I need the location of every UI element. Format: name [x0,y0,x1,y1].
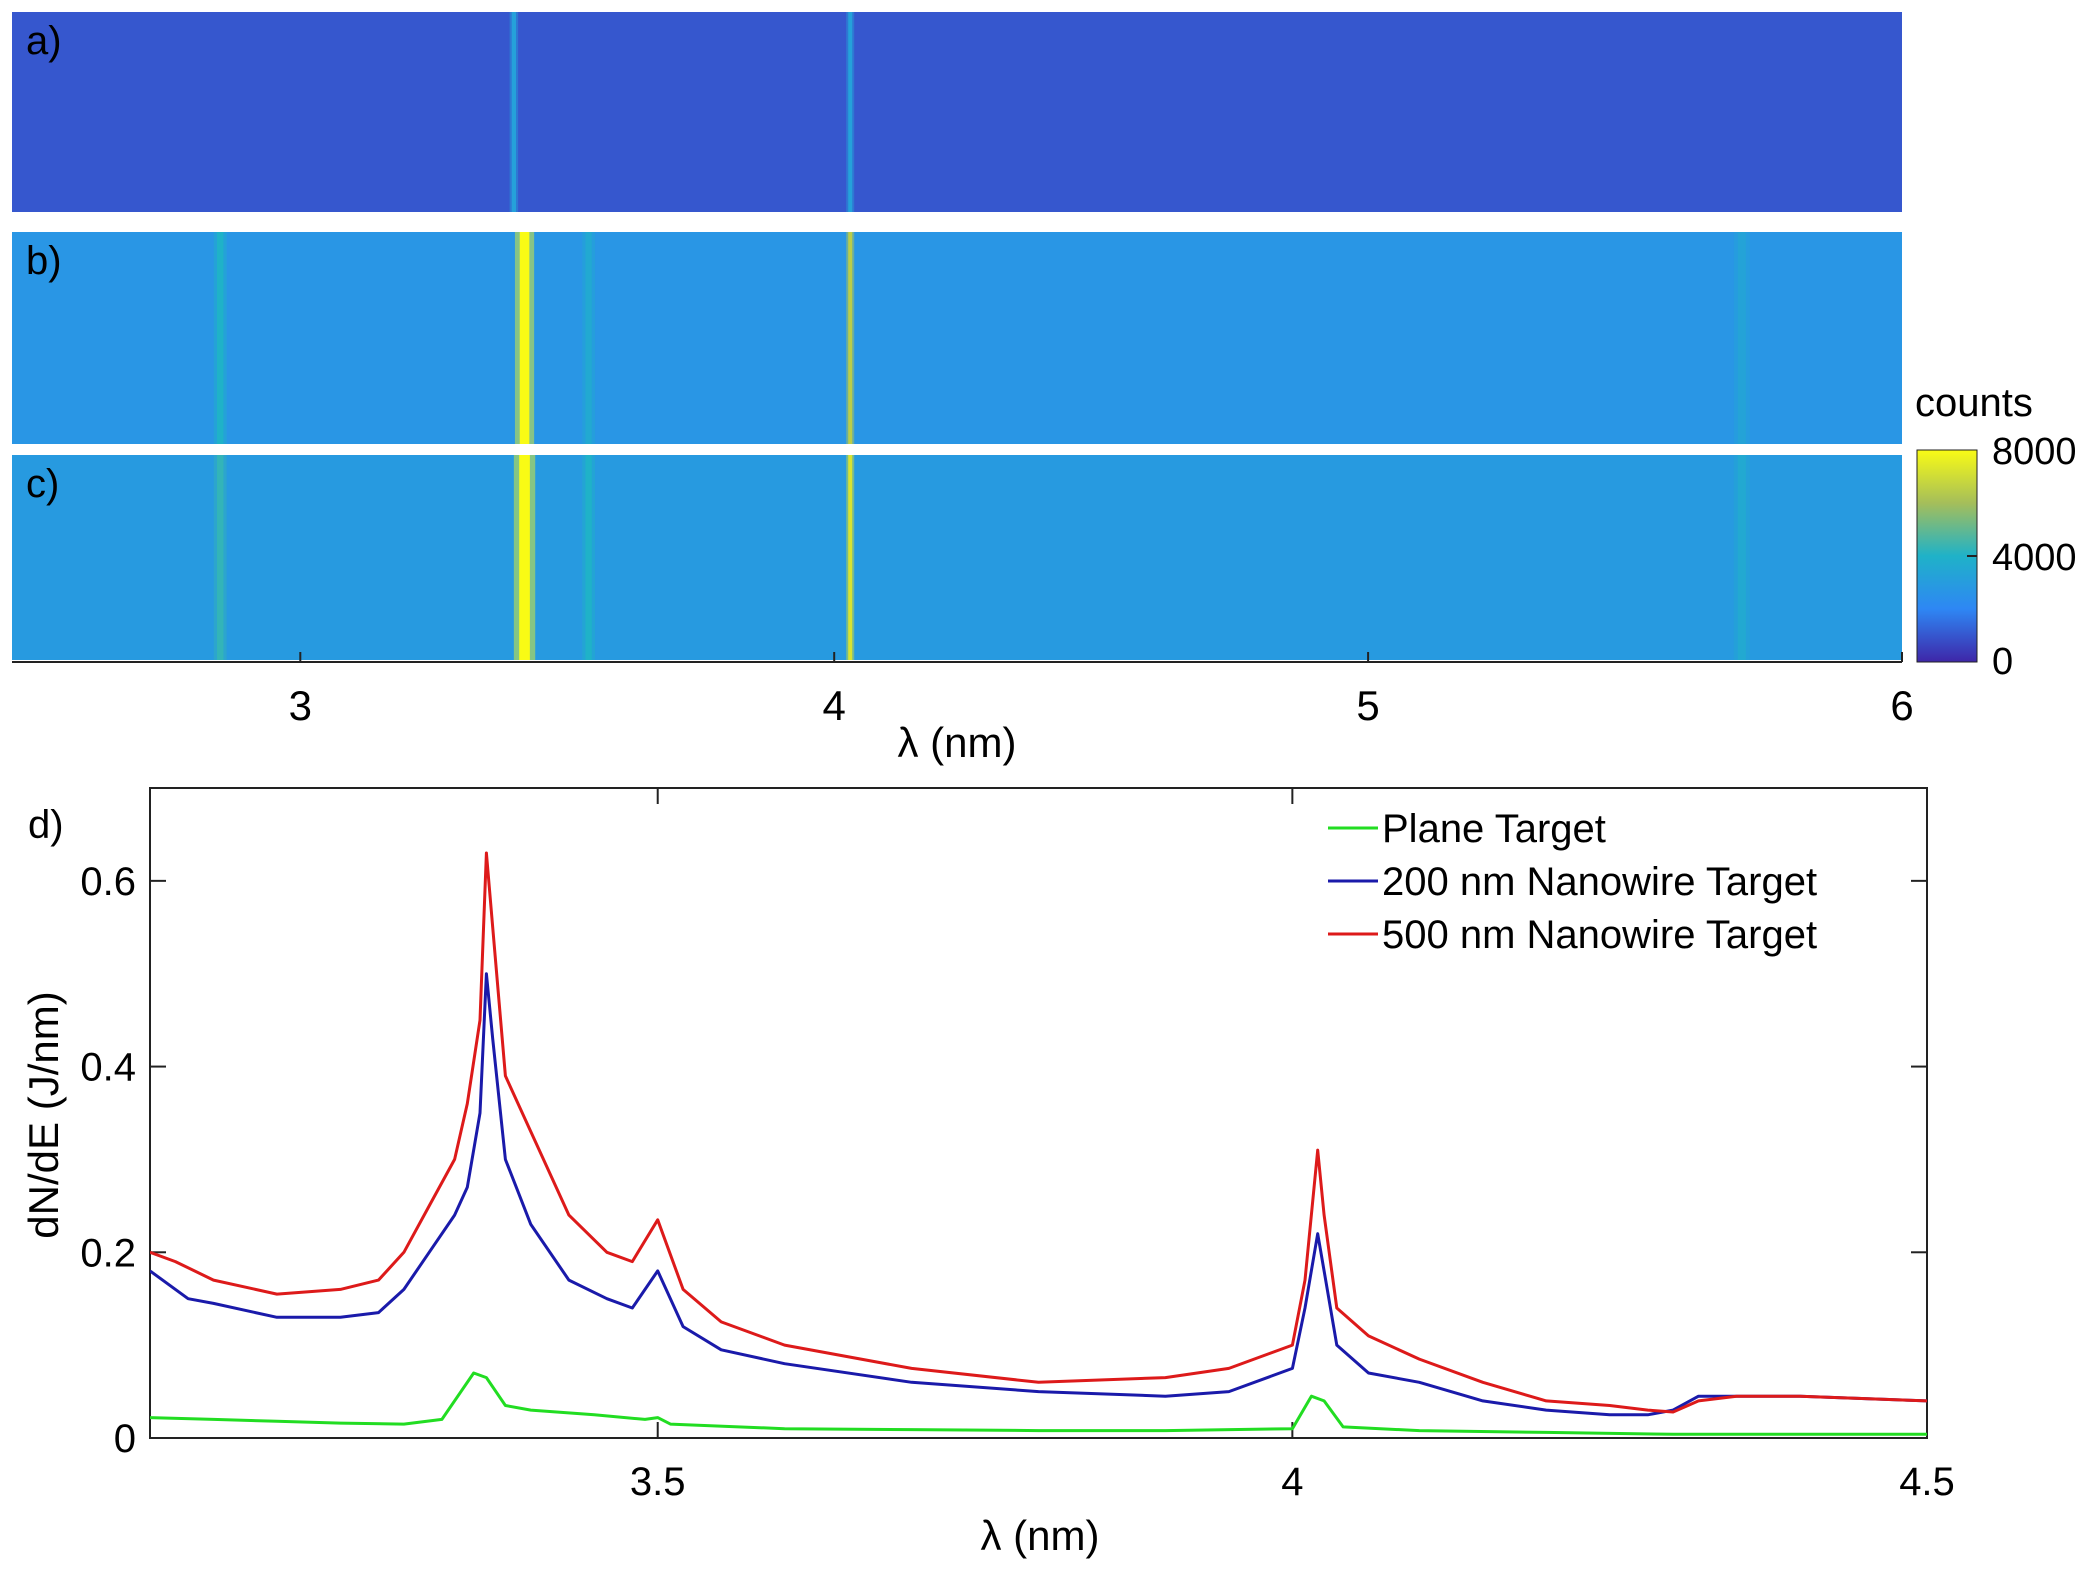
x-tick-label: 4 [1281,1460,1303,1504]
heatmap-background [12,455,1902,660]
y-tick-label: 0.4 [80,1046,136,1090]
top-x-tick-label: 3 [289,682,312,729]
series-line-2 [150,972,1927,1417]
heatmap-panel-a: a) [12,12,1902,212]
plot-frame [149,787,1928,1439]
emission-line [1737,232,1746,444]
emission-line [511,12,516,212]
emission-line [217,455,224,660]
emission-line [848,232,853,444]
x-axis-label: λ (nm) [981,1512,1100,1559]
y-tick-label: 0.6 [80,860,136,904]
line-plot: d) 0 0.2 0.4 0.6 3.5 4 4.5 λ (nm) dN/dE (J/nm) Pla… [20,787,1955,1559]
panel-label: d) [28,803,64,847]
y-axis-label: dN/dE (J/nm) [20,991,67,1238]
spectrometer-images: a) b) c) [12,12,1902,660]
top-x-axis: 3 4 5 6 λ (nm) [12,652,1914,766]
emission-line [585,232,592,444]
colorbar-tick-label: 4000 [1992,537,2077,579]
top-x-axis-label: λ (nm) [898,719,1017,766]
top-x-tick-label: 4 [823,682,846,729]
heatmap-panel-b: b) [12,232,1902,444]
panel-label: c) [26,462,59,506]
heatmap-panel-c: c) [12,455,1902,660]
x-tick-label: 4.5 [1899,1460,1955,1504]
top-x-tick-label: 6 [1890,682,1913,729]
colorbar: counts 8000 4000 0 [1915,381,2077,683]
emission-line [1737,455,1746,660]
emission-line [519,232,530,444]
x-tick-label: 3.5 [630,1460,686,1504]
y-tick-label: 0 [114,1417,136,1461]
colorbar-tick-label: 8000 [1992,431,2077,473]
emission-line [848,12,853,212]
y-tick-label: 0.2 [80,1231,136,1275]
panel-label: b) [26,239,62,283]
legend-entry: 500 nm Nanowire Target [1382,913,1817,957]
heatmap-background [12,12,1902,212]
colorbar-tick-label: 0 [1992,641,2013,683]
panel-label: a) [26,19,62,63]
emission-line [217,232,224,444]
series-line-1 [150,1371,1927,1436]
emission-line [848,455,853,660]
colorbar-label: counts [1915,381,2033,425]
emission-line [585,455,592,660]
heatmap-background [12,232,1902,444]
emission-line [519,455,530,660]
series-line-3 [150,851,1927,1414]
legend-entry: 200 nm Nanowire Target [1382,860,1817,904]
legend: Plane Target 200 nm Nanowire Target 500 nm… [1328,807,1817,957]
top-x-tick-label: 5 [1356,682,1379,729]
legend-entry: Plane Target [1382,807,1606,851]
series-group [150,851,1927,1436]
